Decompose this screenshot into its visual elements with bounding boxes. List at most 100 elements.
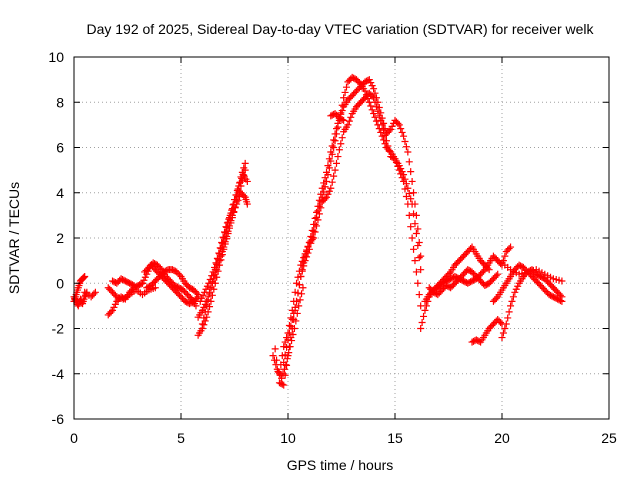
series-track-6 <box>109 275 138 290</box>
data-point <box>334 153 342 161</box>
data-point <box>224 227 232 235</box>
data-point <box>200 314 208 322</box>
data-point <box>370 85 378 93</box>
data-point <box>445 269 453 277</box>
data-point <box>221 228 229 236</box>
data-point <box>156 264 164 272</box>
data-point <box>415 291 423 299</box>
data-point <box>241 159 249 167</box>
data-point <box>338 107 346 115</box>
data-point <box>278 380 286 388</box>
data-point <box>90 290 98 298</box>
data-point <box>407 168 415 176</box>
data-point <box>325 187 333 195</box>
data-point <box>340 94 348 102</box>
data-point <box>330 144 338 151</box>
data-point <box>368 92 376 100</box>
data-point <box>271 345 279 353</box>
data-point <box>107 308 115 316</box>
data-point <box>234 185 242 193</box>
data-point <box>227 217 235 225</box>
data-point <box>401 137 409 145</box>
data-point <box>291 303 299 311</box>
data-point <box>308 236 316 244</box>
axis-ticks: 0 5 10 15 20 25 -6 -4 -2 0 2 4 6 8 10 <box>48 49 617 446</box>
y-tick-label: 6 <box>56 140 64 156</box>
series-track-25 <box>498 259 566 285</box>
x-tick-label: 25 <box>601 430 617 446</box>
data-point <box>405 211 413 219</box>
data-point <box>233 200 241 208</box>
x-tick-label: 5 <box>177 430 185 446</box>
data-point <box>417 266 425 274</box>
data-point <box>420 312 428 320</box>
data-point <box>111 291 119 299</box>
data-point <box>303 248 311 256</box>
data-point <box>501 325 509 332</box>
data-point <box>221 238 229 246</box>
data-point <box>216 244 224 252</box>
data-point <box>269 352 277 360</box>
data-point <box>211 270 219 278</box>
y-tick-label: 4 <box>56 185 64 201</box>
data-point <box>558 277 566 285</box>
data-point <box>505 245 513 253</box>
data-point <box>310 227 318 235</box>
data-point <box>395 121 403 129</box>
data-point <box>381 125 389 133</box>
data-point <box>498 334 506 342</box>
data-point <box>404 148 412 156</box>
data-point <box>367 79 375 87</box>
data-point <box>408 177 416 185</box>
data-point <box>214 261 222 269</box>
data-point <box>201 300 209 308</box>
data-point <box>514 282 522 290</box>
data-point <box>280 365 288 373</box>
data-point <box>400 132 408 140</box>
y-tick-label: -4 <box>52 366 65 382</box>
data-point <box>407 195 415 203</box>
data-point <box>412 268 420 276</box>
data-point <box>293 297 301 305</box>
data-point <box>372 103 380 111</box>
data-point <box>199 291 207 299</box>
data-point <box>128 281 136 289</box>
data-point <box>219 233 227 241</box>
data-point <box>410 210 418 218</box>
series-track-21 <box>425 266 502 299</box>
data-point <box>411 220 419 228</box>
data-point <box>110 303 118 311</box>
data-point <box>320 179 328 187</box>
data-point <box>368 106 376 114</box>
data-point <box>385 147 393 155</box>
data-point <box>298 257 306 265</box>
data-point <box>325 155 333 163</box>
data-point <box>556 297 564 305</box>
series-track-13 <box>198 189 251 328</box>
data-point <box>331 166 339 174</box>
data-point <box>294 289 302 297</box>
chart-title: Day 192 of 2025, Sidereal Day-to-day VTE… <box>86 21 594 37</box>
data-point <box>338 134 346 142</box>
data-point <box>508 297 516 305</box>
data-point <box>382 137 390 145</box>
data-point <box>342 83 350 91</box>
data-point <box>304 243 312 251</box>
data-point <box>220 243 228 251</box>
data-point <box>223 232 231 240</box>
data-point <box>300 259 308 267</box>
data-point <box>410 245 418 253</box>
data-point <box>317 204 325 212</box>
data-point <box>218 239 226 247</box>
data-point <box>290 309 298 317</box>
data-point <box>232 191 240 199</box>
data-point <box>331 130 339 138</box>
data-point <box>412 229 420 237</box>
data-point <box>340 116 348 124</box>
series-track-8 <box>143 266 202 299</box>
data-point <box>285 349 293 357</box>
data-point <box>558 297 566 305</box>
data-point <box>235 179 243 187</box>
data-point <box>192 302 200 310</box>
data-point <box>512 285 520 293</box>
